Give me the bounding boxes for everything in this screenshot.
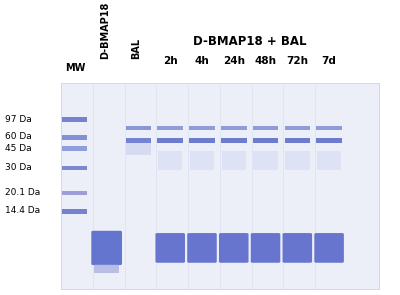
FancyBboxPatch shape bbox=[253, 152, 278, 170]
Text: 24h: 24h bbox=[223, 56, 245, 66]
FancyBboxPatch shape bbox=[221, 138, 246, 142]
FancyBboxPatch shape bbox=[221, 126, 246, 130]
FancyBboxPatch shape bbox=[62, 209, 87, 214]
Text: 4h: 4h bbox=[195, 56, 209, 66]
Text: 14.4 Da: 14.4 Da bbox=[5, 206, 40, 215]
FancyBboxPatch shape bbox=[187, 233, 217, 263]
FancyBboxPatch shape bbox=[253, 126, 278, 130]
FancyBboxPatch shape bbox=[317, 152, 341, 170]
FancyBboxPatch shape bbox=[62, 117, 87, 122]
FancyBboxPatch shape bbox=[62, 191, 87, 195]
FancyBboxPatch shape bbox=[94, 264, 119, 273]
Text: 30 Da: 30 Da bbox=[5, 163, 32, 172]
FancyBboxPatch shape bbox=[158, 126, 183, 130]
FancyBboxPatch shape bbox=[91, 231, 122, 265]
FancyBboxPatch shape bbox=[156, 233, 185, 263]
Text: 7d: 7d bbox=[322, 56, 336, 66]
FancyBboxPatch shape bbox=[61, 83, 379, 289]
FancyBboxPatch shape bbox=[285, 152, 310, 170]
FancyBboxPatch shape bbox=[316, 126, 342, 130]
Text: 97 Da: 97 Da bbox=[5, 115, 32, 124]
Text: 48h: 48h bbox=[254, 56, 276, 66]
FancyBboxPatch shape bbox=[284, 138, 310, 142]
FancyBboxPatch shape bbox=[126, 126, 151, 130]
FancyBboxPatch shape bbox=[190, 152, 214, 170]
FancyBboxPatch shape bbox=[62, 135, 87, 140]
Text: BAL: BAL bbox=[132, 37, 142, 59]
Text: 20.1 Da: 20.1 Da bbox=[5, 188, 41, 197]
Text: 72h: 72h bbox=[286, 56, 308, 66]
FancyBboxPatch shape bbox=[316, 138, 342, 142]
FancyBboxPatch shape bbox=[62, 146, 87, 151]
FancyBboxPatch shape bbox=[251, 233, 280, 263]
Text: MW: MW bbox=[65, 63, 85, 73]
FancyBboxPatch shape bbox=[62, 166, 87, 171]
Text: D-BMAP18 + BAL: D-BMAP18 + BAL bbox=[193, 35, 306, 48]
FancyBboxPatch shape bbox=[189, 126, 215, 130]
FancyBboxPatch shape bbox=[219, 233, 248, 263]
FancyBboxPatch shape bbox=[158, 138, 183, 142]
FancyBboxPatch shape bbox=[158, 152, 182, 170]
FancyBboxPatch shape bbox=[126, 143, 151, 155]
FancyBboxPatch shape bbox=[282, 233, 312, 263]
FancyBboxPatch shape bbox=[253, 138, 278, 142]
Text: 2h: 2h bbox=[163, 56, 178, 66]
Text: D-BMAP18: D-BMAP18 bbox=[100, 1, 110, 59]
FancyBboxPatch shape bbox=[189, 138, 215, 142]
FancyBboxPatch shape bbox=[222, 152, 246, 170]
FancyBboxPatch shape bbox=[314, 233, 344, 263]
FancyBboxPatch shape bbox=[126, 138, 151, 142]
FancyBboxPatch shape bbox=[284, 126, 310, 130]
Text: 60 Da: 60 Da bbox=[5, 132, 32, 141]
Text: 45 Da: 45 Da bbox=[5, 144, 32, 153]
